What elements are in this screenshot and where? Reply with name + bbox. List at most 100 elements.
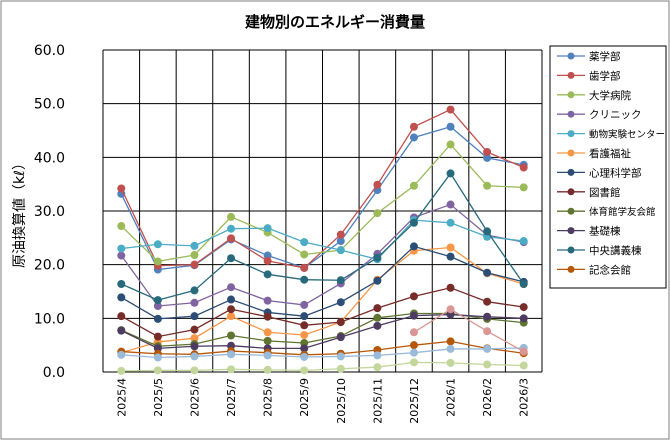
data-point <box>483 360 492 369</box>
data-point <box>263 224 272 233</box>
legend-item: 基礎棟 <box>557 225 621 238</box>
data-point <box>117 350 126 359</box>
data-point <box>263 351 272 360</box>
data-point <box>483 312 492 321</box>
legend-marker <box>567 188 575 196</box>
data-point <box>190 352 199 361</box>
legend-item: 体育館学友会館 <box>557 206 656 218</box>
data-point <box>336 352 345 361</box>
data-point <box>446 337 455 346</box>
x-tick-label: 2025/12 <box>408 378 421 424</box>
data-point <box>519 183 528 192</box>
series <box>409 305 528 356</box>
x-tick-label: 2025/8 <box>262 378 275 417</box>
data-point <box>263 296 272 305</box>
data-point <box>519 347 528 356</box>
series-line <box>121 340 524 356</box>
data-point <box>483 268 492 277</box>
data-point <box>117 244 126 253</box>
legend-label: 中央講義棟 <box>589 244 642 257</box>
data-point <box>153 314 162 323</box>
data-point <box>117 184 126 193</box>
legend-marker <box>567 110 575 118</box>
data-point <box>117 279 126 288</box>
data-point <box>373 180 382 189</box>
data-point <box>336 318 345 327</box>
data-point <box>300 330 309 339</box>
legend-marker <box>567 71 575 79</box>
series <box>117 105 528 272</box>
data-point <box>373 276 382 285</box>
data-point <box>190 251 199 260</box>
series-line <box>121 361 524 372</box>
data-point <box>190 298 199 307</box>
legend-item: 心理科学部 <box>557 166 642 179</box>
data-point <box>483 327 492 336</box>
series <box>117 169 528 305</box>
data-point <box>117 251 126 260</box>
series <box>117 216 528 264</box>
series-line <box>413 308 525 353</box>
series-line <box>121 219 524 261</box>
data-point <box>190 366 199 375</box>
series-line <box>120 245 524 320</box>
series <box>117 283 528 341</box>
data-point <box>446 105 455 114</box>
data-point <box>153 353 162 362</box>
legend-marker <box>567 207 575 215</box>
data-point <box>409 218 418 227</box>
legend-label: 歯学部 <box>589 69 621 82</box>
x-tick-label: 2025/4 <box>115 378 128 417</box>
data-point <box>336 298 345 307</box>
legend-item: 大学病院 <box>557 89 631 102</box>
data-point <box>483 297 492 306</box>
series-line <box>120 203 524 307</box>
data-point <box>227 234 236 243</box>
data-point <box>483 344 492 353</box>
data-point <box>263 270 272 279</box>
y-tick-label: 30.0 <box>34 204 65 220</box>
data-point <box>263 256 272 265</box>
data-point <box>190 260 199 269</box>
legend-marker <box>567 246 575 254</box>
data-point <box>190 241 199 250</box>
chart-title: 建物別のエネルギー消費量 <box>245 13 425 31</box>
legend-label: 薬学部 <box>589 50 621 63</box>
data-point <box>373 313 382 322</box>
data-point <box>227 224 236 233</box>
data-point <box>519 314 528 323</box>
legend-label: クリニック <box>589 109 642 121</box>
legend-marker <box>567 130 575 138</box>
data-point <box>227 305 236 314</box>
legend-item: クリニック <box>557 109 642 121</box>
x-tick-label: 2025/10 <box>335 378 348 424</box>
data-point <box>263 365 272 374</box>
legend-label: 体育館学友会館 <box>589 206 656 218</box>
data-point <box>336 276 345 285</box>
series-line <box>120 108 524 269</box>
data-point <box>190 286 199 295</box>
data-point <box>263 336 272 345</box>
data-point <box>446 218 455 227</box>
legend-label: 記念会館 <box>589 263 631 276</box>
data-point <box>519 279 528 288</box>
data-point <box>190 325 199 334</box>
x-axis-ticks: 2025/4 2025/5 2025/6 2025/7 2025/8 2025/9 2025… <box>115 378 530 424</box>
data-point <box>227 312 236 321</box>
legend-label: 看護福祉 <box>589 147 631 160</box>
y-axis-ticks: 0.0 10.0 20.0 30.0 40.0 50.0 60.0 <box>34 43 65 381</box>
data-point <box>409 133 418 142</box>
data-point <box>446 344 455 353</box>
legend-marker <box>567 227 575 235</box>
data-point <box>117 312 126 321</box>
data-point <box>336 237 345 246</box>
series <box>117 140 528 266</box>
data-point <box>190 342 199 351</box>
data-point <box>117 293 126 302</box>
legend-label: 心理科学部 <box>589 166 642 179</box>
data-point <box>446 140 455 149</box>
data-point <box>300 366 309 375</box>
data-point <box>227 365 236 374</box>
data-point <box>300 275 309 284</box>
data-point <box>409 292 418 301</box>
